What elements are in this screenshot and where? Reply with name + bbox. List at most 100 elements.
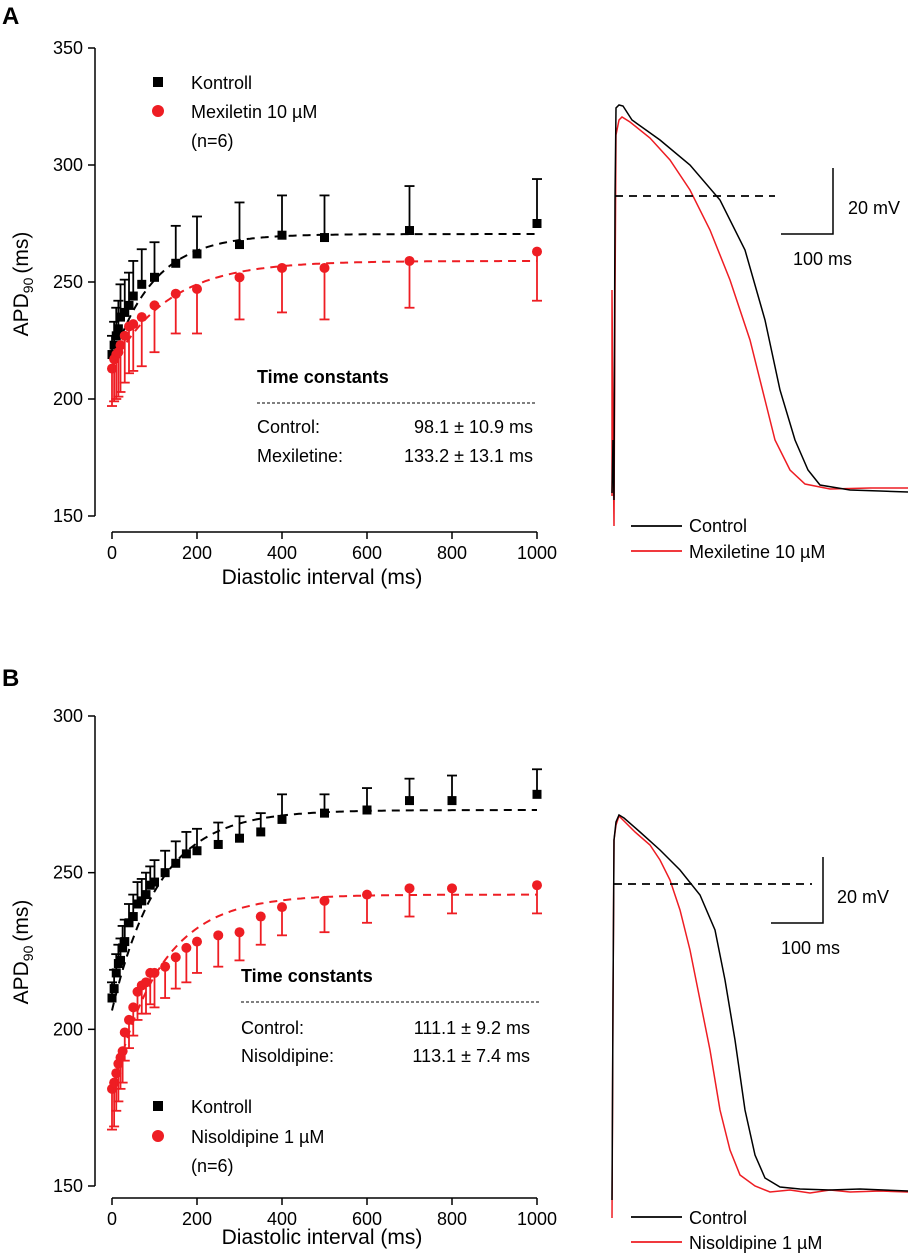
data-point-drug <box>447 883 457 894</box>
data-point-drug <box>149 300 160 311</box>
x-axis-title-a: Diastolic interval (ms) <box>222 566 423 589</box>
data-point-control <box>235 240 244 250</box>
y-tick-label: 150 <box>53 1176 83 1196</box>
data-point-control <box>192 249 202 259</box>
ap-traces-a: 20 mV 100 ms Control Mexiletine 10 µM <box>611 104 909 562</box>
data-point-control <box>160 868 170 878</box>
data-point-control <box>113 324 123 334</box>
data-point-drug <box>149 967 160 978</box>
data-point-control <box>120 307 130 317</box>
data-point-drug <box>119 1027 130 1038</box>
y-ticks-a: 150 200 250 300 350 <box>53 38 95 526</box>
legend-label-nisoldipine-b: Nisoldipine 1 µM <box>191 1127 324 1147</box>
data-point-control <box>120 937 130 947</box>
legend-marker-kontroll-a <box>153 77 163 87</box>
y-axis-title-b: APD90 (ms) <box>10 900 36 1005</box>
data-point-control <box>181 849 191 859</box>
data-point-control <box>128 912 138 922</box>
legend-n-a: (n=6) <box>191 131 234 151</box>
data-point-control <box>256 827 266 837</box>
time-constants-title-b: Time constants <box>241 966 373 986</box>
time-constants-title-a: Time constants <box>257 367 389 387</box>
x-tick-label: 200 <box>182 1209 212 1229</box>
data-point-control <box>447 796 457 806</box>
x-ticks-b: 0 200 400 600 800 1000 <box>107 1198 557 1229</box>
data-point-control <box>213 839 223 849</box>
x-tick-label: 1000 <box>517 543 557 563</box>
data-points-b <box>107 768 542 1131</box>
data-point-control <box>362 805 372 815</box>
fit-curve-drug <box>111 260 537 367</box>
y-tick-label: 200 <box>53 1019 83 1039</box>
y-tick-label: 300 <box>53 706 83 726</box>
x-tick-label: 600 <box>352 543 382 563</box>
tc-label-nisoldipine-b: Nisoldipine: <box>241 1046 334 1066</box>
tc-label-control-a: Control: <box>257 417 320 437</box>
data-point-control <box>109 984 119 994</box>
data-point-control <box>192 846 202 856</box>
data-point-drug <box>170 288 181 299</box>
data-point-control <box>107 993 117 1003</box>
trace-control-b <box>611 813 909 1201</box>
x-tick-label: 200 <box>182 543 212 563</box>
tc-value-control-a: 98.1 ± 10.9 ms <box>414 417 533 437</box>
x-ticks-a: 0 200 400 600 800 1000 <box>107 532 557 563</box>
legend-label-mexiletin-a: Mexiletin 10 µM <box>191 102 317 122</box>
y-axis-title-sub-b: 90 <box>20 945 36 961</box>
data-point-drug <box>255 911 266 922</box>
data-point-drug <box>404 255 415 266</box>
data-point-control <box>141 890 151 900</box>
x-tick-label: 800 <box>437 1209 467 1229</box>
y-tick-label: 250 <box>53 272 83 292</box>
data-point-drug <box>181 942 192 953</box>
panel-label-a: A <box>2 3 19 30</box>
data-point-drug <box>170 952 181 963</box>
trace-drug-b <box>611 814 909 1219</box>
data-point-control <box>277 230 287 240</box>
data-point-control <box>137 896 147 906</box>
trace-legend-control-b: Control <box>689 1208 747 1228</box>
data-point-control <box>235 833 244 843</box>
data-point-drug <box>362 889 372 900</box>
tc-value-nisoldipine-b: 113.1 ± 7.4 ms <box>412 1046 530 1066</box>
scale-voltage-a: 20 mV <box>848 198 900 218</box>
y-tick-label: 250 <box>53 863 83 883</box>
time-constants-b: Time constants Control: 111.1 ± 9.2 ms N… <box>241 966 541 1066</box>
data-point-control <box>128 291 138 301</box>
data-point-control <box>111 968 121 978</box>
tc-label-control-b: Control: <box>241 1018 304 1038</box>
legend-n-b: (n=6) <box>191 1156 234 1176</box>
y-tick-label: 200 <box>53 389 83 409</box>
data-point-drug <box>234 927 245 938</box>
y-axis-title-sub-a: 90 <box>20 277 36 293</box>
data-point-control <box>150 272 159 282</box>
trace-legend-drug-a: Mexiletine 10 µM <box>689 542 825 562</box>
data-point-control <box>116 312 125 322</box>
data-point-drug <box>192 936 202 947</box>
scale-time-b: 100 ms <box>781 938 840 958</box>
y-axis-title-a: APD90 (ms) <box>10 232 36 337</box>
trace-legend-control-a: Control <box>689 516 747 536</box>
data-point-drug <box>213 930 224 941</box>
legend-a: Kontroll Mexiletin 10 µM (n=6) <box>152 73 317 151</box>
data-point-control <box>109 340 119 350</box>
data-points-a <box>107 178 542 407</box>
chart-b: 150 200 250 300 0 200 400 600 800 1000 Diastolic… <box>10 706 557 1249</box>
data-point-control <box>405 796 414 806</box>
x-tick-label: 600 <box>352 1209 382 1229</box>
data-point-drug <box>119 330 130 341</box>
x-tick-label: 1000 <box>517 1209 557 1229</box>
data-point-control <box>150 877 159 887</box>
y-ticks-b: 150 200 250 300 <box>53 706 95 1196</box>
data-point-control <box>137 279 147 289</box>
data-point-control <box>124 300 134 310</box>
fit-curve-drug <box>111 893 537 1093</box>
data-point-drug <box>532 246 542 257</box>
data-point-control <box>405 226 414 236</box>
legend-label-kontroll-b: Kontroll <box>191 1097 252 1117</box>
y-tick-label: 150 <box>53 506 83 526</box>
tc-value-control-b: 111.1 ± 9.2 ms <box>414 1018 530 1038</box>
data-point-drug <box>319 262 330 273</box>
data-point-control <box>320 233 329 243</box>
